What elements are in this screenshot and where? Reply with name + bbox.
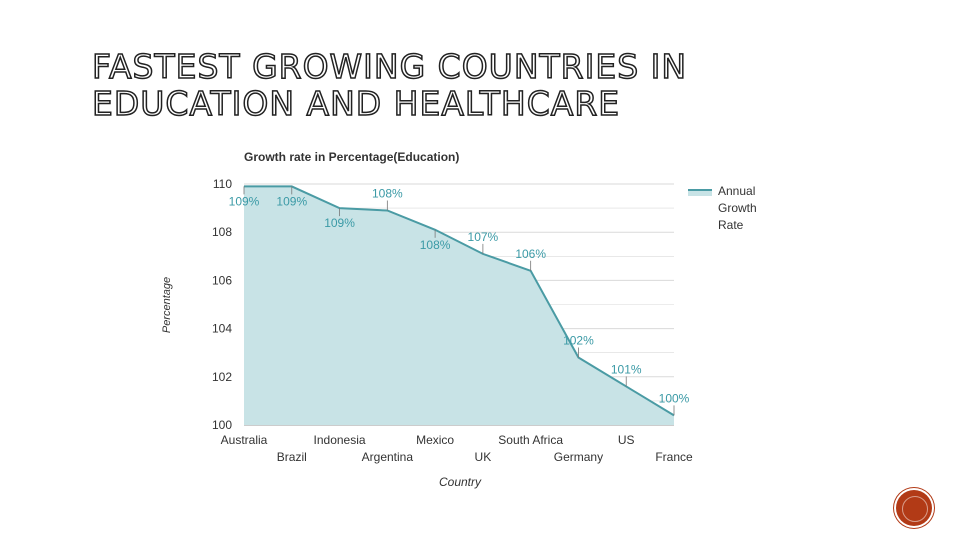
slide-title: FASTEST GROWING COUNTRIES IN EDUCATION A… <box>91 47 688 123</box>
series-line <box>244 185 675 417</box>
data-label: 108% <box>420 238 451 252</box>
data-label: 102% <box>563 334 594 348</box>
slide-badge-icon <box>896 490 932 526</box>
y-tick-label: 100 <box>212 418 232 432</box>
x-tick-label: Brazil <box>277 450 307 464</box>
data-label: 109% <box>276 194 307 208</box>
x-tick-label: Australia <box>221 433 268 447</box>
y-tick-label: 106 <box>212 273 232 287</box>
x-tick-label: South Africa <box>498 433 563 447</box>
y-tick-label: 102 <box>212 370 232 384</box>
legend-label: Rate <box>718 218 744 232</box>
data-label: 106% <box>515 247 546 261</box>
x-tick-label: Germany <box>554 450 603 464</box>
x-tick-label: France <box>655 450 693 464</box>
legend: Annual Growth Rate <box>688 184 757 232</box>
x-tick-label: UK <box>475 450 492 464</box>
y-tick-label: 104 <box>212 322 232 336</box>
chart-title: Growth rate in Percentage(Education) <box>244 150 459 164</box>
x-tick-label: Indonesia <box>314 433 366 447</box>
data-label: 108% <box>372 187 403 201</box>
legend-swatch-fill <box>688 191 712 196</box>
area-layer <box>244 185 675 425</box>
data-label: 100% <box>659 391 690 405</box>
x-tick-label: US <box>618 433 635 447</box>
y-axis-title: Percentage <box>161 277 173 333</box>
legend-label: Growth <box>718 201 757 215</box>
legend-label: Annual <box>718 184 755 198</box>
data-label: 101% <box>611 362 642 376</box>
data-label: 107% <box>468 230 499 244</box>
slide-title-line-1: FASTEST GROWING COUNTRIES IN <box>91 47 688 86</box>
slide-title-line-2: EDUCATION AND HEALTHCARE <box>91 84 621 123</box>
x-tick-label: Argentina <box>362 450 414 464</box>
y-tick-label: 110 <box>213 177 232 191</box>
y-tick-label: 108 <box>212 225 232 239</box>
area-fill <box>244 186 674 425</box>
x-axis-title: Country <box>439 475 482 489</box>
x-tick-label: Mexico <box>416 433 454 447</box>
data-label: 109% <box>229 194 260 208</box>
data-label: 109% <box>324 216 355 230</box>
